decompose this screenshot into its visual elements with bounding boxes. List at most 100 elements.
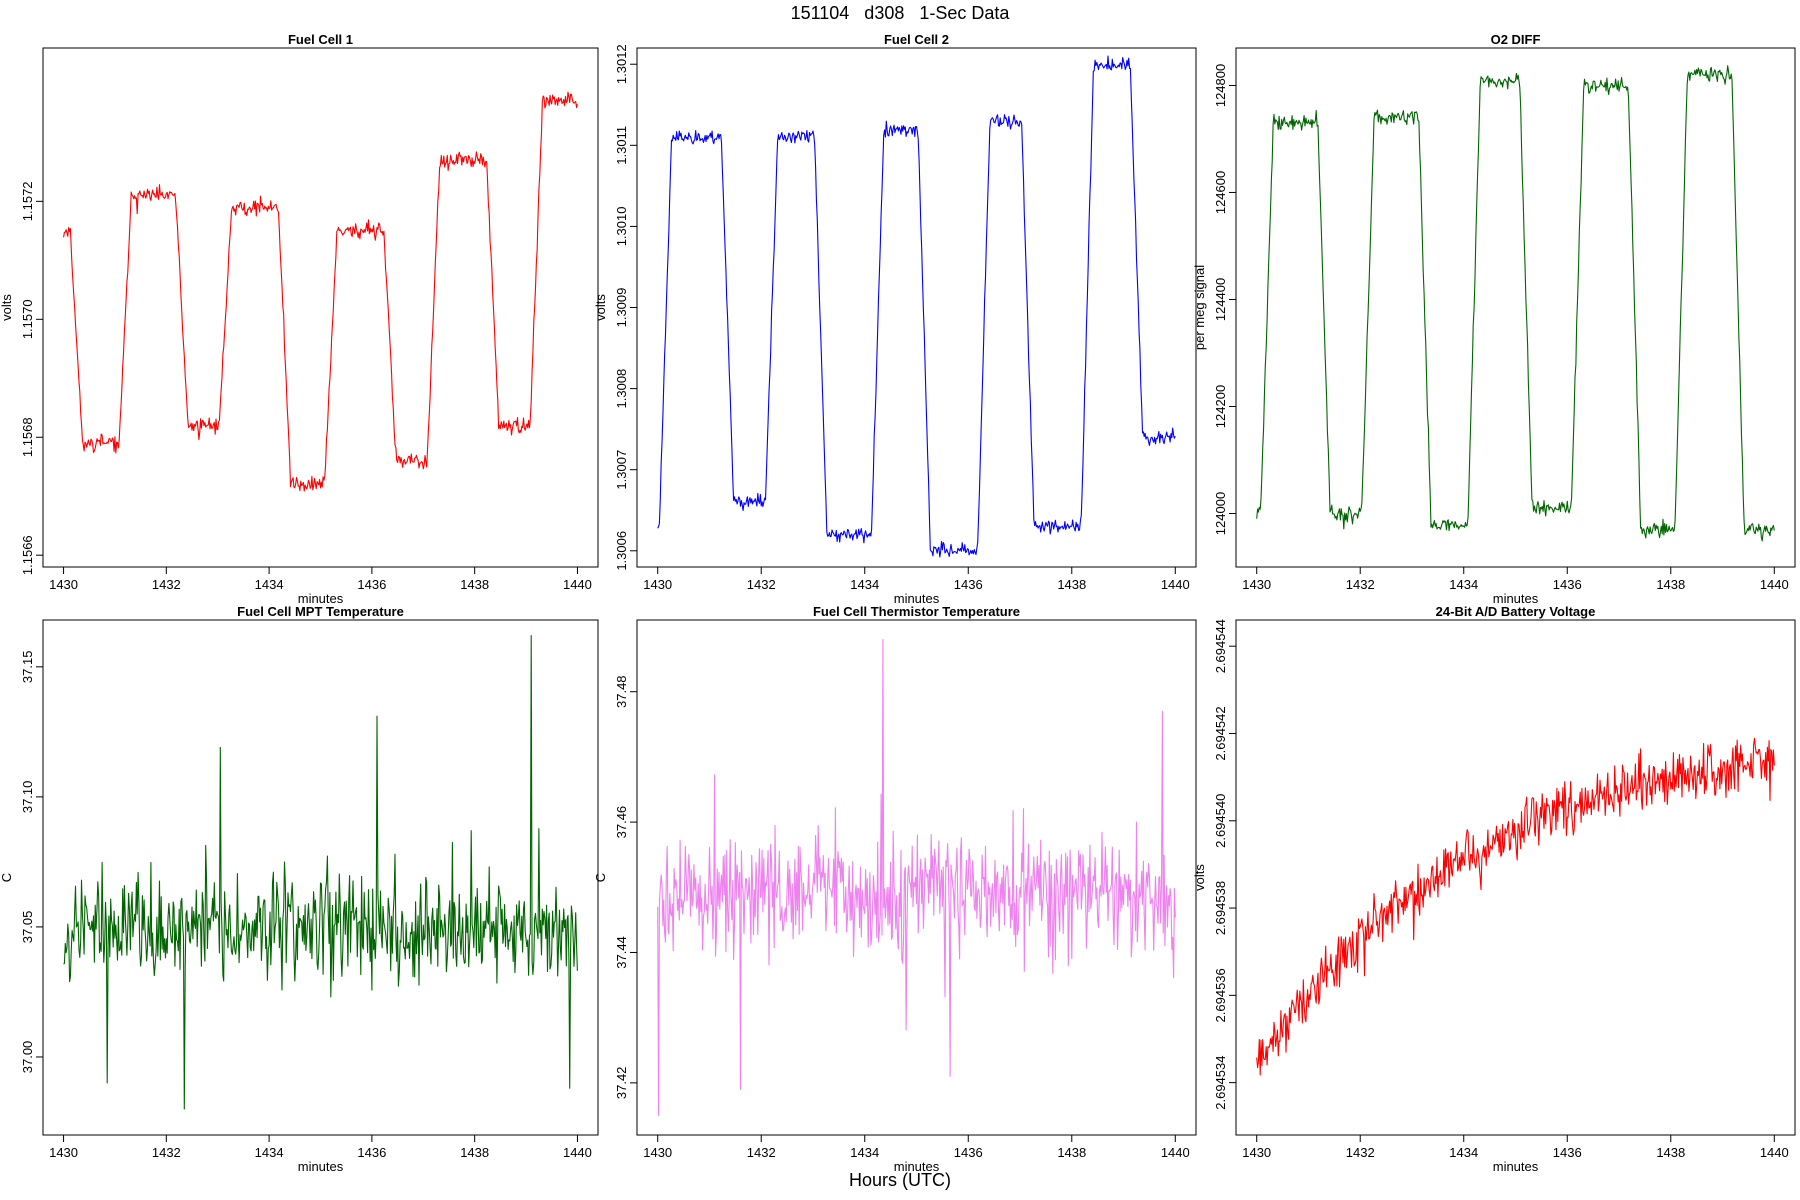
plot-frame [42,619,599,1136]
y-axis-label: volts [1192,864,1207,891]
x-tick-label: 1434 [1449,1145,1478,1160]
chart-panel-5: Fuel Cell Thermistor Temperature 1430 1432… [593,604,1197,1174]
x-tick-label: 1436 [954,577,983,592]
y-tick-label: 124200 [1213,385,1228,428]
y-tick-label: 37.42 [614,1067,629,1100]
series-line [657,55,1176,558]
x-tick-label: 1436 [357,577,386,592]
y-tick-label: 1.1566 [20,535,35,575]
x-tick-label: 1430 [643,577,672,592]
y-tick-label: 1.1570 [20,299,35,339]
chart-title: Fuel Cell MPT Temperature [237,604,404,619]
y-axis-label: C [593,873,608,882]
y-tick-label: 1.3011 [614,126,629,165]
series-line [1256,65,1775,542]
y-tick-label: 37.15 [20,651,35,684]
x-tick-label: 1434 [1449,577,1478,592]
x-tick-label: 1430 [49,1145,78,1160]
y-tick-label: 1.1572 [20,181,35,221]
y-axis-label: volts [593,294,608,321]
y-axis-label: volts [0,294,14,321]
x-tick-label: 1432 [1346,577,1375,592]
chart-title: Fuel Cell 1 [288,32,353,47]
x-tick-label: 1438 [1057,1145,1086,1160]
series-line [1256,737,1775,1076]
y-tick-label: 1.3010 [614,207,629,247]
x-tick-label: 1434 [255,577,284,592]
y-tick-label: 124600 [1213,171,1228,214]
x-tick-label: 1430 [49,577,78,592]
y-tick-label: 37.00 [20,1041,35,1074]
y-tick-label: 1.3009 [614,288,629,328]
x-tick-label: 1436 [1553,1145,1582,1160]
y-tick-label: 2.694544 [1213,619,1228,673]
y-tick-label: 1.3007 [614,450,629,490]
x-axis-label: minutes [1493,1159,1539,1174]
x-axis-label: minutes [298,1159,344,1174]
x-tick-label: 1434 [255,1145,284,1160]
x-tick-label: 1438 [460,577,489,592]
x-tick-label: 1436 [357,1145,386,1160]
x-axis-label: minutes [1493,591,1539,606]
chart-panel-2: Fuel Cell 2 1430 1432 1434 1436 1438 1440 minut… [593,32,1197,606]
x-tick-label: 1438 [1656,577,1685,592]
x-axis-label: minutes [894,1159,940,1174]
x-tick-label: 1438 [1057,577,1086,592]
x-tick-label: 1436 [954,1145,983,1160]
x-tick-label: 1432 [747,577,776,592]
series-line [63,635,578,1110]
y-tick-label: 37.44 [614,936,629,969]
y-tick-label: 2.694542 [1213,706,1228,760]
x-tick-label: 1440 [563,577,592,592]
x-tick-label: 1432 [747,1145,776,1160]
y-tick-label: 1.3006 [614,531,629,571]
chart-panel-1: Fuel Cell 1 1430 1432 1434 1436 1438 1440 minut… [0,32,599,606]
y-tick-label: 124000 [1213,492,1228,535]
x-tick-label: 1440 [1161,1145,1190,1160]
series-line [63,91,578,492]
y-tick-label: 37.10 [20,781,35,814]
chart-title: Fuel Cell 2 [884,32,949,47]
x-tick-label: 1440 [1760,577,1789,592]
x-tick-label: 1434 [850,1145,879,1160]
y-tick-label: 124800 [1213,64,1228,107]
page-title: 151104 d308 1-Sec Data [790,3,1010,23]
x-tick-label: 1432 [152,1145,181,1160]
y-tick-label: 1.3012 [614,44,629,84]
series-line [657,639,1176,1116]
y-axis-label: per meg signal [1192,265,1207,350]
x-axis-label: minutes [894,591,940,606]
x-tick-label: 1438 [460,1145,489,1160]
x-tick-label: 1430 [643,1145,672,1160]
y-tick-label: 2.694534 [1213,1056,1228,1110]
y-axis-label: C [0,873,14,882]
x-tick-label: 1440 [563,1145,592,1160]
x-tick-label: 1436 [1553,577,1582,592]
y-tick-label: 2.694536 [1213,968,1228,1022]
y-tick-label: 1.1568 [20,417,35,457]
chart-panel-6: 24-Bit A/D Battery Voltage 1430 1432 1434 14… [1192,604,1796,1174]
x-tick-label: 1432 [152,577,181,592]
x-tick-label: 1440 [1161,577,1190,592]
y-tick-label: 37.05 [20,911,35,944]
x-tick-label: 1438 [1656,1145,1685,1160]
chart-title: O2 DIFF [1491,32,1541,47]
y-tick-label: 2.694538 [1213,881,1228,935]
x-tick-label: 1430 [1242,577,1271,592]
y-tick-label: 37.48 [614,675,629,708]
x-axis-label: minutes [298,591,344,606]
plot-frame [1235,47,1796,568]
y-tick-label: 124400 [1213,278,1228,321]
x-tick-label: 1432 [1346,1145,1375,1160]
x-tick-label: 1440 [1760,1145,1789,1160]
y-tick-label: 2.694540 [1213,794,1228,848]
x-tick-label: 1430 [1242,1145,1271,1160]
plot-frame [636,47,1197,568]
footer-x-label: Hours (UTC) [849,1170,951,1190]
y-tick-label: 37.46 [614,806,629,839]
chart-panel-3: O2 DIFF 1430 1432 1434 1436 1438 1440 minutes 12… [1192,32,1796,606]
chart-title: Fuel Cell Thermistor Temperature [813,604,1020,619]
plot-frame [1235,619,1796,1136]
chart-panel-4: Fuel Cell MPT Temperature 1430 1432 1434 143… [0,604,599,1174]
